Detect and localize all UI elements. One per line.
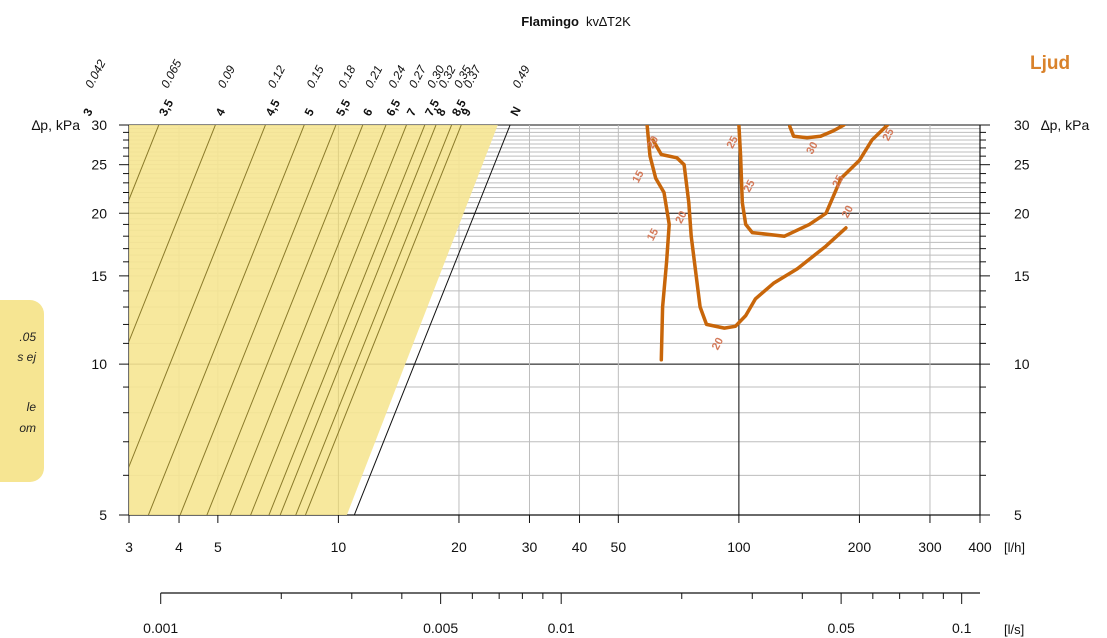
sound-level-label: 25 [830,173,846,189]
presetting-line [353,125,511,515]
presetting-line [229,125,387,515]
sound-curve [651,138,848,330]
x-axis-unit-lh: [l/h] [1004,540,1025,555]
note-line: s ej [17,350,36,364]
kv-label: 0.21 [362,63,385,90]
x-tick-label: 50 [611,539,627,555]
presetting-label: 4,5 [263,97,283,119]
sound-level-label: 15 [630,169,646,185]
kv-label: 0.18 [335,63,358,90]
y-axis-label-right: ∆p, kPa [1041,117,1089,133]
x-tick-label: 200 [848,539,872,555]
presetting-line [295,125,453,515]
presetting-line [268,125,426,515]
presetting-label: 6 [360,106,376,119]
presetting-line [206,125,364,515]
sound-level-label: 25 [725,134,741,150]
presetting-label: N [507,104,523,118]
y-tick-label-left: 20 [91,205,107,221]
note-line: om [19,421,36,435]
y-tick-label-left: 15 [91,268,107,284]
kv-label: 0.15 [304,63,327,90]
shaded-region [129,125,498,515]
x2-tick-label: 0.1 [952,620,972,636]
presetting-line [129,125,216,343]
kv-label: 0.042 [82,57,109,90]
x-tick-label: 30 [522,539,538,555]
x-tick-label: 3 [125,539,133,555]
kv-label: 0.24 [385,63,408,90]
y-tick-label-right: 15 [1014,268,1030,284]
x2-tick-label: 0.01 [548,620,575,636]
x2-tick-label: 0.005 [423,620,458,636]
x-tick-label: 10 [331,539,347,555]
presetting-label: 5 [302,106,318,119]
y-tick-label-left: 30 [91,117,107,133]
x2-tick-label: 0.05 [827,620,854,636]
presetting-line [147,125,305,515]
x-tick-label: 100 [727,539,751,555]
kv-label: 0.12 [265,63,288,90]
y-tick-label-right: 10 [1014,356,1030,372]
note-line: .05 [19,330,36,344]
sound-level-label: 20 [645,134,661,150]
presetting-label: 4 [213,106,229,119]
x-tick-label: 20 [451,539,467,555]
presetting-line [250,125,407,515]
y-tick-label-right: 25 [1014,157,1030,173]
x2-tick-label: 0.001 [143,620,178,636]
presetting-line [129,125,266,468]
x-tick-label: 5 [214,539,222,555]
kv-label: 0.09 [215,63,238,90]
note-box: .05 s ej le om [0,300,44,482]
y-tick-label-left: 5 [99,507,107,523]
y-tick-label-left: 10 [91,356,107,372]
presetting-line [279,125,437,515]
chart-title-bold: Flamingo [521,14,579,29]
presetting-line [179,125,337,515]
y-axis-label-left: ∆p, kPa [32,117,80,133]
note-line: le [26,400,36,414]
sound-level-label: 20 [710,336,726,352]
sound-level-label: 20 [840,204,856,220]
kv-label: 0.065 [158,57,185,90]
sound-curve [737,125,890,238]
presetting-label: 6,5 [383,97,403,119]
x-tick-label: 300 [918,539,942,555]
kv-label: 0.27 [406,62,430,90]
y-tick-label-right: 5 [1014,507,1022,523]
presetting-line [304,125,462,515]
x-tick-label: 400 [968,539,992,555]
sound-level-label: 30 [804,140,820,156]
plot-area: 10.00920.01830.0423,50.06540.094,50.1250… [80,57,1030,636]
sound-badge: Ljud [1030,53,1070,74]
presetting-label: 7 [404,106,420,119]
sound-curve [788,125,846,140]
chart-title-kv: kv∆T2K [586,14,631,29]
presetting-label: 8 [433,106,449,119]
kv-label: 0.49 [509,63,532,90]
y-tick-label-right: 20 [1014,205,1030,221]
y-tick-label-left: 25 [91,157,107,173]
sound-level-label: 20 [673,209,689,225]
x-tick-label: 4 [175,539,183,555]
presetting-line [129,125,160,201]
presetting-label: 3,5 [156,97,176,119]
y-tick-label-right: 30 [1014,117,1030,133]
sound-level-label: 15 [645,227,661,243]
sound-level-label: 25 [741,178,757,194]
sound-curve [645,125,671,362]
presetting-label: 5,5 [333,97,353,119]
sound-level-label: 25 [880,127,896,143]
x-axis-unit-ls: [l/s] [1004,622,1024,637]
x-tick-label: 40 [572,539,588,555]
